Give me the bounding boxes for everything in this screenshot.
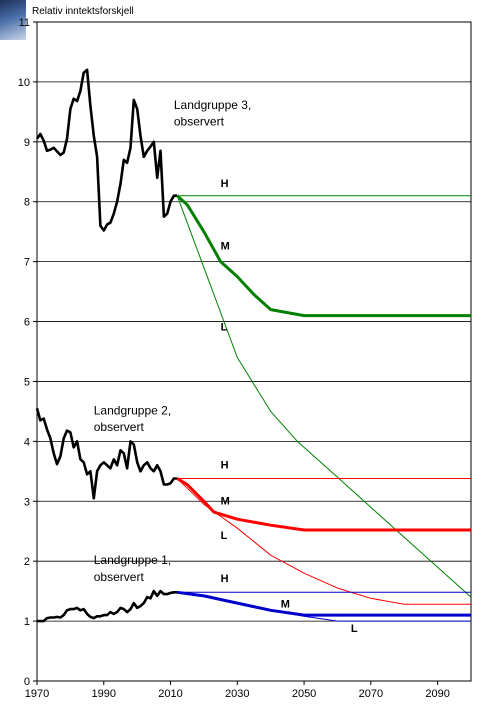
scenario-label: L [221,530,228,542]
y-tick-label: 8 [24,197,30,209]
plot-area [36,21,472,682]
y-tick-label: 5 [24,376,30,388]
x-tick-label: 2050 [292,688,316,700]
y-tick-label: 4 [24,436,30,448]
background-corner-decoration [0,0,26,40]
series-line-group2-observed [35,408,178,500]
y-tick-label: 3 [24,496,30,508]
series-line-group2-l [176,478,471,605]
x-tick-label: 2030 [225,688,249,700]
y-tick-label: 11 [19,17,30,29]
x-tick-label: 1970 [25,688,49,700]
group-annotation: observert [94,570,145,584]
series-line-group2-m [176,477,471,532]
series-line-group3-l [176,195,472,598]
series-line-group3-observed [35,68,178,232]
scenario-label: L [351,623,358,635]
series-line-group1-l [177,591,471,622]
group-annotation: observert [174,115,225,129]
y-axis-title: Relativ inntektsforskjell [32,6,134,17]
x-tick-label: 1990 [92,688,116,700]
group-annotation: Landgruppe 2, [94,403,171,417]
y-tick-label: 2 [24,556,30,568]
scenario-label: H [221,459,229,471]
y-tick-label: 7 [24,257,30,269]
scenario-label: L [221,322,228,334]
y-tick-label: 0 [24,676,30,688]
x-tick-label: 2090 [425,688,449,700]
y-tick-label: 6 [24,317,30,329]
series-line-group3-m [176,194,471,318]
x-tick-label: 2070 [359,688,383,700]
group-annotation: observert [94,420,145,434]
scenario-label: M [221,241,230,253]
group-annotation: Landgruppe 3, [174,98,251,112]
x-tick-label: 2010 [158,688,182,700]
y-tick-label: 10 [18,77,30,89]
series-line-group1-observed [37,589,178,623]
group-annotation: Landgruppe 1, [94,553,171,567]
scenario-label: H [221,573,229,585]
scenario-label: H [221,178,229,190]
scenario-label: M [221,495,230,507]
y-tick-label: 9 [24,137,30,149]
y-tick-label: 1 [24,616,30,628]
scenario-label: M [281,598,290,610]
